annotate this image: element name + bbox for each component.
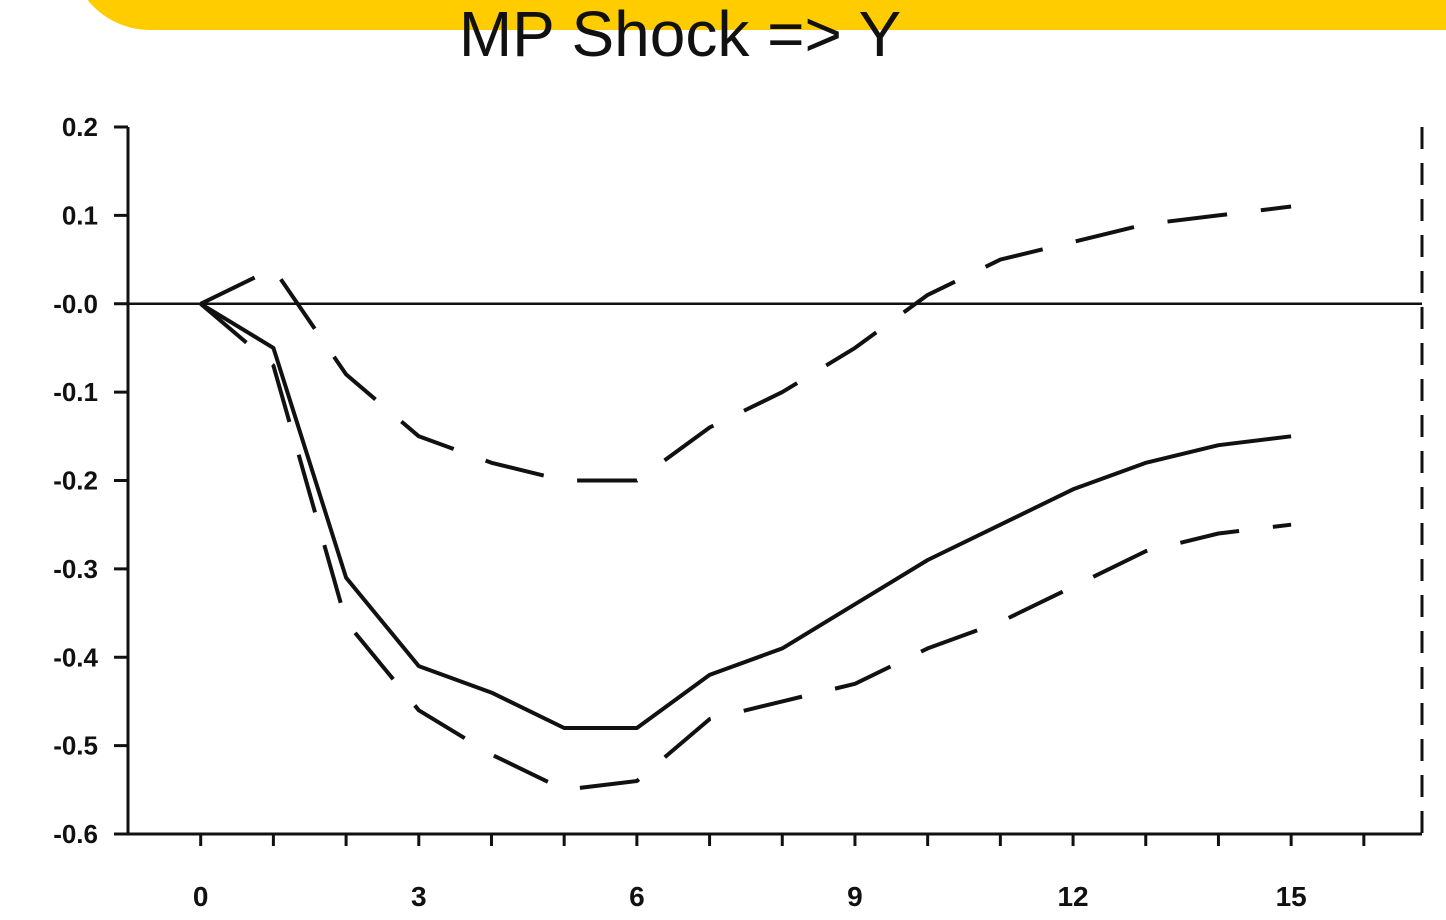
- y-tick-label: -0.0: [53, 289, 98, 319]
- series-lines: [199, 204, 1292, 792]
- y-tick-label: -0.3: [53, 554, 98, 584]
- x-tick-label: 12: [1057, 881, 1088, 912]
- ticks: 0.2 0.1 -0.0 -0.1 -0.2 -0.3 -0.4 -0.5 -0.6 0 3 6 9 12…: [53, 112, 1366, 912]
- x-tick-label: 6: [629, 881, 645, 912]
- y-tick-label: -0.2: [53, 466, 98, 496]
- chart-title: MP Shock => Y: [458, 0, 902, 70]
- x-tick-label: 3: [411, 881, 427, 912]
- y-tick-label: 0.1: [62, 200, 98, 230]
- y-tick-label: -0.6: [53, 819, 98, 849]
- x-tick-label: 9: [847, 881, 863, 912]
- y-tick-label: -0.5: [53, 731, 98, 761]
- y-tick-label: -0.1: [53, 377, 98, 407]
- impulse-response-line: [199, 302, 1292, 730]
- y-tick-label: -0.4: [53, 642, 98, 672]
- axes: [126, 127, 1424, 836]
- confidence-band-line: [199, 302, 1292, 792]
- x-tick-label: 0: [193, 881, 209, 912]
- x-tick-label: 15: [1276, 881, 1307, 912]
- confidence-band-line: [199, 204, 1292, 483]
- title-banner: [70, 0, 1446, 30]
- y-tick-label: 0.2: [62, 112, 98, 142]
